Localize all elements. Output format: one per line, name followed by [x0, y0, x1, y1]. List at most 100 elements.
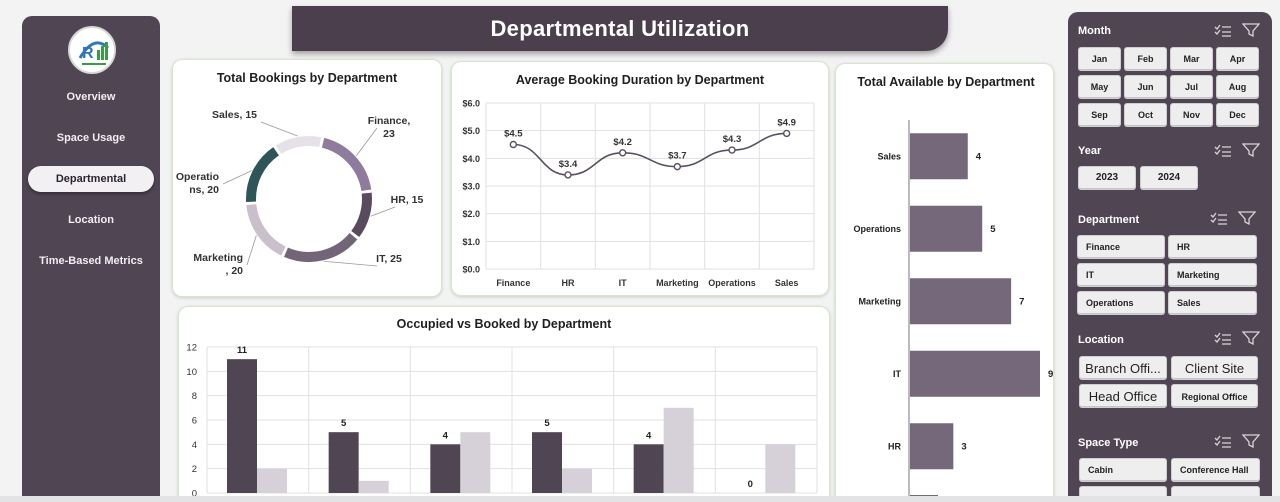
donut-slice-hr — [351, 192, 372, 238]
month-chip-jul[interactable]: Jul — [1170, 75, 1213, 99]
space-type-chip-conference-hall[interactable]: Conference Hall — [1171, 458, 1260, 482]
donut-leader-line — [246, 235, 257, 266]
x-tick-label: Sales — [775, 278, 799, 288]
clear-filter-icon[interactable] — [1242, 331, 1260, 345]
year-chip-2023[interactable]: 2023 — [1078, 166, 1136, 190]
bookings-donut-card: Total Bookings by Department Finance, 23 H… — [172, 59, 442, 297]
dept-chip-sales[interactable]: Sales — [1168, 291, 1257, 315]
data-point-finance — [509, 140, 518, 149]
chart-title: Occupied vs Booked by Department — [396, 317, 612, 331]
clear-filter-icon[interactable] — [1238, 211, 1256, 225]
space-type-chip-cabin[interactable]: Cabin — [1079, 458, 1167, 482]
y-tick-label: 10 — [186, 367, 197, 378]
location-chip-regional-office[interactable]: Regional Office — [1171, 384, 1258, 408]
data-label: $4.3 — [723, 134, 742, 145]
bar-booked — [765, 444, 796, 493]
hbar-hr — [910, 423, 954, 470]
line-chart: $0.0 $1.0 $2.0 $3.0 $4.0 $5.0 $6.0 $4.5 Finance $… — [462, 99, 815, 288]
year-chip-2024[interactable]: 2024 — [1140, 166, 1198, 190]
data-point-hr — [564, 171, 572, 179]
month-chip-feb[interactable]: Feb — [1124, 47, 1167, 71]
x-tick-label: Finance — [496, 278, 530, 288]
nav-time-based-metrics[interactable]: Time-Based Metrics — [39, 255, 143, 267]
data-point-operations — [728, 146, 736, 154]
donut-label-finance: Finance, 23 — [368, 115, 411, 140]
x-tick-label: HR — [562, 278, 575, 288]
month-chip-oct[interactable]: Oct — [1124, 103, 1167, 127]
nav-departmental[interactable]: Departmental — [28, 166, 154, 192]
donut-label-hr: HR, 15 — [391, 194, 424, 206]
hbar-it — [910, 350, 1040, 397]
clear-filter-icon[interactable] — [1242, 434, 1260, 448]
bar-data-label: 0 — [748, 479, 753, 490]
hbar-data-label: 5 — [990, 224, 996, 235]
dept-chip-operations[interactable]: Operations — [1077, 291, 1165, 315]
donut-leader-line — [370, 206, 396, 217]
bar-occupied — [532, 432, 562, 493]
nav-location[interactable]: Location — [68, 214, 114, 226]
data-point-marketing — [673, 162, 682, 171]
multi-select-icon[interactable] — [1214, 332, 1232, 346]
clear-filter-icon[interactable] — [1242, 23, 1260, 37]
data-label: $3.4 — [559, 159, 578, 170]
year-filter-title: Year — [1078, 145, 1102, 157]
donut-slice-marketing — [246, 203, 286, 256]
location-chip-client-site[interactable]: Client Site — [1171, 356, 1258, 380]
multi-select-icon[interactable] — [1214, 24, 1232, 38]
y-tick-label: 8 — [192, 391, 197, 402]
month-chip-nov[interactable]: Nov — [1170, 103, 1213, 127]
y-tick-label: 0 — [192, 489, 197, 500]
bar-data-label: 4 — [443, 430, 449, 441]
hbar-data-label: 7 — [1019, 296, 1024, 307]
month-chip-dec[interactable]: Dec — [1216, 103, 1259, 127]
category-label: Operations — [853, 224, 901, 234]
donut-slice-operations — [246, 147, 280, 203]
hbar-data-label: 9 — [1048, 369, 1053, 380]
y-tick-label: 12 — [186, 343, 197, 354]
month-chip-may[interactable]: May — [1078, 75, 1121, 99]
multi-select-icon[interactable] — [1214, 435, 1232, 449]
y-tick-label: 6 — [192, 416, 197, 427]
dept-chip-it[interactable]: IT — [1077, 263, 1165, 287]
clear-filter-icon[interactable] — [1242, 143, 1260, 157]
space-type-filter-title: Space Type — [1078, 437, 1139, 449]
department-filter-title: Department — [1078, 214, 1140, 226]
sidebar: R Overview Space Usage Departmental Loca… — [22, 16, 160, 502]
hbar-marketing — [910, 278, 1012, 325]
donut-leader-line — [356, 127, 378, 157]
bar-data-label: 11 — [237, 345, 248, 356]
month-chip-apr[interactable]: Apr — [1216, 47, 1259, 71]
y-tick-label: $5.0 — [462, 126, 480, 136]
location-chip-branch-office[interactable]: Branch Offi... — [1079, 356, 1167, 380]
month-chip-mar[interactable]: Mar — [1170, 47, 1213, 71]
bar-occupied — [633, 444, 664, 493]
multi-select-icon[interactable] — [1214, 144, 1232, 158]
chart-title: Average Booking Duration by Department — [515, 73, 765, 87]
month-filter-title: Month — [1078, 25, 1111, 37]
month-chip-jun[interactable]: Jun — [1124, 75, 1167, 99]
company-logo: R — [68, 26, 116, 74]
month-chip-jan[interactable]: Jan — [1078, 47, 1121, 71]
y-tick-label: $2.0 — [462, 209, 480, 219]
donut-leader-line — [323, 260, 378, 267]
multi-select-icon[interactable] — [1210, 212, 1228, 226]
bar-data-label: 5 — [544, 418, 550, 429]
month-chip-sep[interactable]: Sep — [1078, 103, 1121, 127]
dept-chip-marketing[interactable]: Marketing — [1168, 263, 1257, 287]
dept-chip-finance[interactable]: Finance — [1077, 235, 1165, 259]
y-tick-label: $4.0 — [462, 154, 480, 164]
hbar-data-label: 3 — [961, 441, 966, 452]
dept-chip-hr[interactable]: HR — [1168, 235, 1257, 259]
series-line — [513, 132, 787, 176]
bar-booked — [257, 468, 287, 493]
location-chip-head-office[interactable]: Head Office — [1079, 384, 1167, 408]
column-chart: 0 2 4 6 8 10 12 11 5 4 5 4 0 — [186, 343, 818, 500]
nav-overview[interactable]: Overview — [66, 91, 116, 103]
chart-title: Total Bookings by Department — [216, 71, 398, 85]
bar-occupied — [227, 359, 257, 493]
available-bar-card: Total Available by Department Sales 4 Oper… — [835, 63, 1054, 502]
donut-slice-finance — [321, 137, 372, 192]
y-tick-label: 4 — [192, 440, 197, 451]
month-chip-aug[interactable]: Aug — [1216, 75, 1259, 99]
nav-space-usage[interactable]: Space Usage — [56, 132, 126, 144]
